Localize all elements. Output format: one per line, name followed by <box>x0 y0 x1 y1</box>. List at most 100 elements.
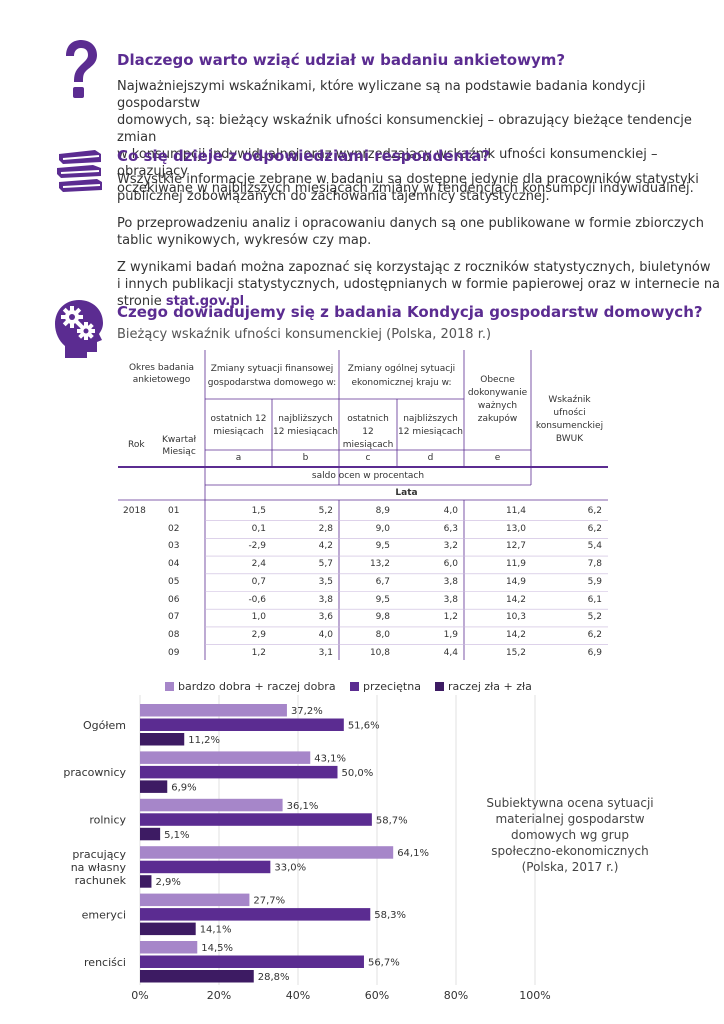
text-line: Najważniejszymi wskaźnikami, które wylic… <box>117 79 646 111</box>
header-ogol: Zmiany ogólnej sytuacji ekonomicznej kraj… <box>339 362 464 390</box>
bar <box>140 704 287 717</box>
header-ost-fin: ostatnich 12 miesiącach <box>205 413 272 439</box>
books-icon <box>55 150 103 192</box>
header-text: 12 miesiącach <box>342 427 394 450</box>
data-label: 58,7% <box>376 815 408 826</box>
header-text: Wskaźnik ufności <box>548 395 591 418</box>
month-cell: 08 <box>168 629 180 640</box>
annotation-line: materialnej gospodarstw <box>495 812 645 826</box>
header-kwartal: Kwartał Miesiąc <box>162 434 196 458</box>
table-cell: 6,9 <box>587 647 602 658</box>
header-text: najbliższych <box>278 414 333 424</box>
table-cell: 13,0 <box>505 523 526 534</box>
table-cell: 8,9 <box>375 506 390 516</box>
annotation-line: Subiektywna ocena sytuacji <box>486 796 654 810</box>
table-cell: 14,2 <box>505 594 526 605</box>
header-text: Okres badania <box>128 363 195 373</box>
table-cell: 14,2 <box>505 629 526 640</box>
text-line: oczekiwane w najbliższych miesiącach zmi… <box>117 181 694 196</box>
data-label: 14,5% <box>201 943 233 954</box>
bar <box>140 908 371 921</box>
category-label: pracownicy <box>63 766 126 779</box>
section2-title: Co się dzieje z odpowiedziami respondent… <box>117 147 491 165</box>
text-line: stronie stat.gov.pl <box>117 293 720 310</box>
x-tick-label: 0% <box>131 989 148 1002</box>
legend-label: bardzo dobra + raczej dobra <box>178 680 336 693</box>
data-label: 36,1% <box>287 801 319 812</box>
text-line: i innych publikacji statystycznych, udos… <box>117 277 721 292</box>
table-cell: 1,9 <box>443 629 458 640</box>
legend-swatch-light <box>165 682 174 691</box>
bar <box>140 718 344 731</box>
header-text: BWUK <box>555 434 584 444</box>
header-najb-fin: najbliższych 12 miesiącach <box>272 413 339 439</box>
text-span: stronie <box>117 294 162 309</box>
header-text: ekonomicznej kraju w: <box>351 378 452 388</box>
question-icon <box>60 40 100 102</box>
header-text: konsumenckiej <box>535 421 604 431</box>
table-cell: 0,7 <box>251 576 266 587</box>
bar <box>140 860 271 874</box>
header-text: 12 miesiącach <box>273 427 338 437</box>
table-cell: 3,1 <box>318 647 333 658</box>
data-label: 64,1% <box>397 848 429 859</box>
year-cell: 2018 <box>123 506 146 516</box>
text-line: Po przeprowadzeniu analiz i opracowaniu … <box>117 216 704 231</box>
x-tick-label: 40% <box>286 989 310 1002</box>
table-cell: 6,2 <box>587 523 602 534</box>
table-cell: 3,2 <box>443 541 458 552</box>
table-cell: 6,1 <box>587 594 602 605</box>
stat-link[interactable]: stat.gov.pl <box>165 294 245 309</box>
table-cell: 4,0 <box>443 506 458 516</box>
letter-a: a <box>235 453 242 463</box>
data-label: 27,7% <box>253 896 285 907</box>
table-cell: 0,1 <box>251 523 266 534</box>
data-label: 50,0% <box>342 768 374 779</box>
table-cell: 1,2 <box>443 612 458 623</box>
header-text: najbliższych <box>403 414 458 424</box>
bar <box>140 765 338 779</box>
header-text: 12 miesiącach <box>398 427 463 437</box>
table-cell: 9,5 <box>375 541 390 552</box>
header-fin: Zmiany sytuacji finansowej gospodarstwa d… <box>205 362 339 390</box>
text-line: Z wynikami badań można zapoznać się korz… <box>117 260 711 275</box>
consumer-confidence-table: Okres badania ankietowego Zmiany sytuacji… <box>118 350 608 660</box>
legend-label: przeciętna <box>363 680 421 693</box>
bar <box>140 922 196 936</box>
header-text: ostatnich <box>347 414 389 424</box>
data-label: 6,9% <box>171 782 196 793</box>
header-zakupy: Obecne dokonywanie ważnych zakupów <box>464 374 531 426</box>
month-cell: 07 <box>168 612 180 623</box>
data-label: 37,2% <box>291 706 323 717</box>
header-text: Miesiąc <box>162 447 196 457</box>
table-cell: 1,0 <box>251 612 266 623</box>
table-cell: 2,4 <box>251 559 266 570</box>
table-cell: 5,4 <box>587 541 602 552</box>
table-cell: 6,3 <box>443 523 458 534</box>
month-cell: 01 <box>168 506 180 516</box>
header-text: ważnych <box>477 401 518 411</box>
legend-swatch-mid <box>350 682 359 691</box>
bar <box>140 955 364 968</box>
category-label: na własny <box>71 861 127 874</box>
table-cell: -2,9 <box>248 541 266 552</box>
header-ost-ogol: ostatnich 12 miesiącach <box>339 413 397 452</box>
table-cell: 5,9 <box>587 576 602 587</box>
table-caption: Bieżący wskaźnik ufności konsumenckiej (… <box>117 327 492 342</box>
text-line: w konsumpcji indywidualnej oraz wyprzedz… <box>117 147 658 179</box>
text-line: domowych, są: bieżący wskaźnik ufności k… <box>117 113 692 145</box>
bar <box>140 798 283 812</box>
header-text: dokonywanie <box>467 388 528 398</box>
letter-c: c <box>365 453 371 463</box>
data-label: 58,3% <box>374 910 406 921</box>
bar <box>140 846 394 859</box>
data-label: 56,7% <box>368 958 400 969</box>
table-cell: 3,8 <box>443 594 458 605</box>
header-text: Kwartał <box>162 435 197 445</box>
header-text: ankietowego <box>132 375 191 385</box>
bar <box>140 733 185 746</box>
month-cell: 09 <box>168 647 180 658</box>
table-cell: 4,0 <box>318 629 333 640</box>
section1-title: Dlaczego warto wziąć udział w badaniu an… <box>117 51 566 69</box>
month-cell: 03 <box>168 541 180 552</box>
